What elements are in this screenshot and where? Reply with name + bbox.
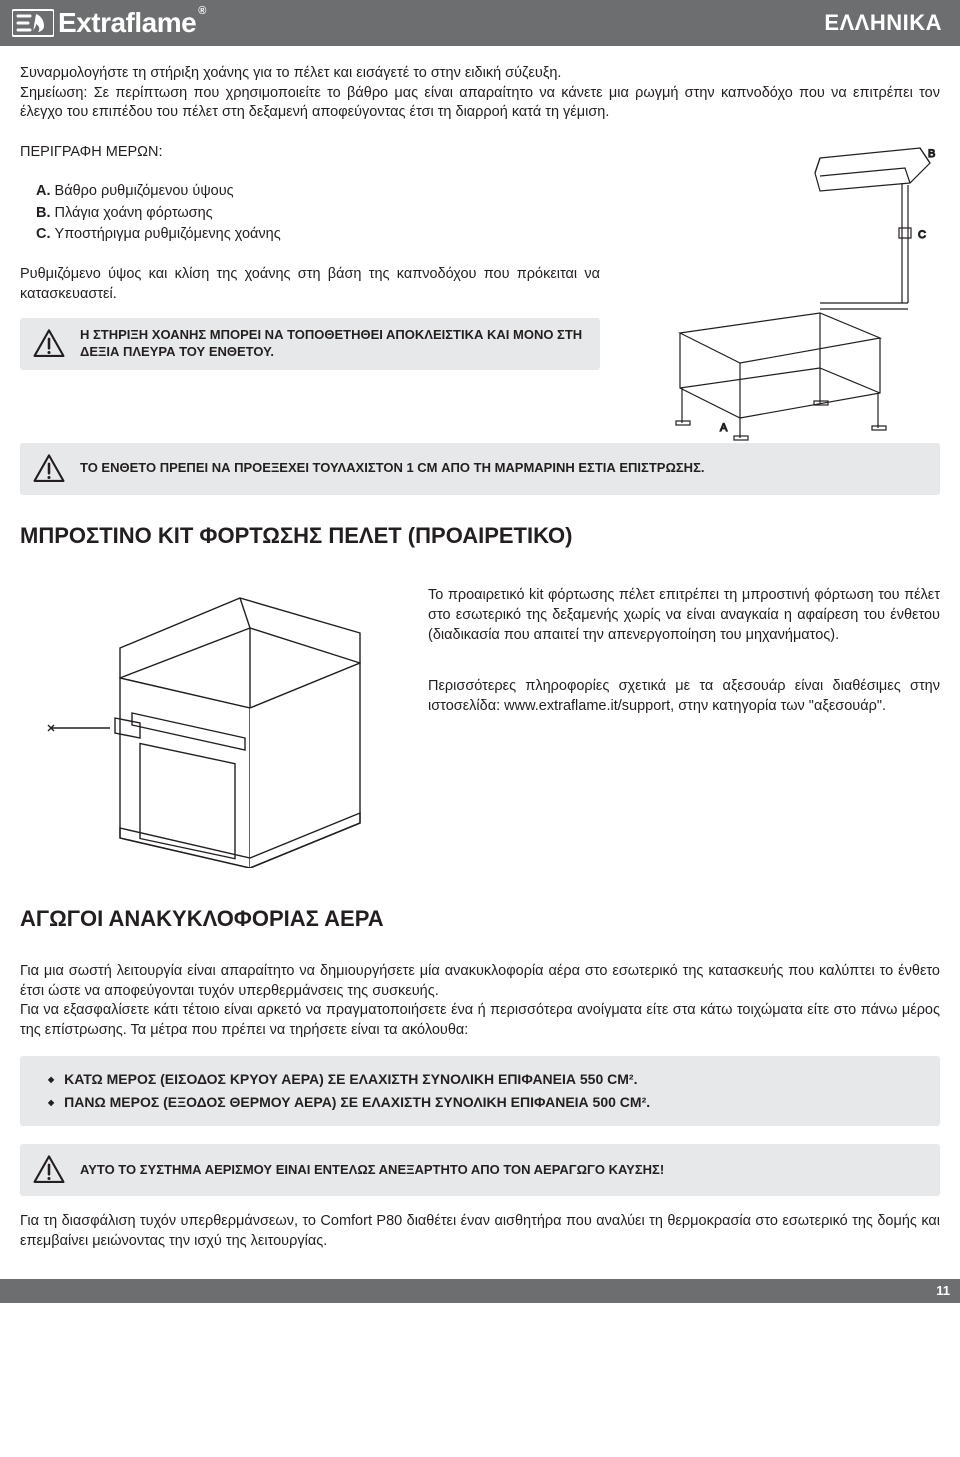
- bullet-1: ΚΑΤΩ ΜΕΡΟΣ (ΕΙΣΟΔΟΣ ΚΡΥΟΥ ΑΕΡΑ) ΣΕ ΕΛΑΧΙ…: [48, 1068, 924, 1091]
- text-c: Υποστήριγμα ρυθμιζόμενης χοάνης: [51, 226, 281, 242]
- kit-diagram: [20, 578, 400, 868]
- intro-text: Συναρμολογήστε τη στήριξη χοάνης για το …: [20, 64, 940, 123]
- warning-icon: [32, 1153, 66, 1187]
- kit-title: ΜΠΡΟΣΤΙΝΟ ΚΙΤ ΦΟΡΤΩΣΗΣ ΠΕΛΕΤ (ΠΡΟΑΙΡΕΤΙΚ…: [20, 521, 940, 551]
- brand-name: Extraflame®: [58, 4, 206, 42]
- warning-box-3: ΑΥΤΟ ΤΟ ΣΥΣΤΗΜΑ ΑΕΡΙΣΜΟΥ ΕΙΝΑΙ ΕΝΤΕΛΩΣ Α…: [20, 1144, 940, 1196]
- air-bullets: ΚΑΤΩ ΜΕΡΟΣ (ΕΙΣΟΔΟΣ ΚΡΥΟΥ ΑΕΡΑ) ΣΕ ΕΛΑΧΙ…: [20, 1056, 940, 1126]
- warning-icon: [32, 327, 66, 361]
- warning-box-1: Η ΣΤΗΡΙΞΗ ΧΟΑΝΗΣ ΜΠΟΡΕΙ ΝΑ ΤΟΠΟΘΕΤΗΘΕΙ Α…: [20, 318, 600, 370]
- bullet-2: ΠΑΝΩ ΜΕΡΟΣ (ΕΞΟΔΟΣ ΘΕΡΜΟΥ ΑΕΡΑ) ΣΕ ΕΛΑΧΙ…: [48, 1091, 924, 1114]
- text-a: Βάθρο ρυθμιζόμενου ύψους: [51, 183, 234, 199]
- svg-text:B: B: [928, 148, 935, 160]
- brand-logo: Extraflame®: [12, 4, 206, 42]
- page-number: 11: [936, 1283, 950, 1298]
- kit-section: Το προαιρετικό kit φόρτωσης πέλετ επιτρέ…: [20, 578, 940, 868]
- air-intro: Για μια σωστή λειτουργία είναι απαραίτητ…: [20, 962, 940, 1040]
- svg-text:A: A: [720, 422, 728, 434]
- warning-box-2: ΤΟ ΕΝΘΕΤΟ ΠΡΕΠΕΙ ΝΑ ΠΡΟΕΞΕΧΕΙ ΤΟΥΛΑΧΙΣΤΟ…: [20, 443, 940, 495]
- label-a: A.: [36, 183, 51, 199]
- parts-section: ΠΕΡΙΓΡΑΦΗ ΜΕΡΩΝ: A. Βάθρο ρυθμιζόμενου ύ…: [20, 143, 940, 443]
- parts-desc: Ρυθμιζόμενο ύψος και κλίση της χοάνης στ…: [20, 265, 600, 304]
- parts-title: ΠΕΡΙΓΡΑΦΗ ΜΕΡΩΝ:: [20, 143, 600, 163]
- label-c: C.: [36, 226, 51, 242]
- parts-list: A. Βάθρο ρυθμιζόμενου ύψους B. Πλάγια χο…: [20, 182, 600, 245]
- header-bar: Extraflame® ΕΛΛΗΝΙΚΑ: [0, 0, 960, 46]
- text-b: Πλάγια χοάνη φόρτωσης: [51, 205, 213, 221]
- warning-text-3: ΑΥΤΟ ΤΟ ΣΥΣΤΗΜΑ ΑΕΡΙΣΜΟΥ ΕΙΝΑΙ ΕΝΤΕΛΩΣ Α…: [80, 1162, 664, 1179]
- parts-diagram: B C A: [620, 143, 940, 443]
- final-note: Για τη διασφάλιση τυχόν υπερθερμάνσεων, …: [20, 1212, 940, 1251]
- language-label: ΕΛΛΗΝΙΚΑ: [824, 8, 942, 38]
- air-title: ΑΓΩΓΟΙ ΑΝΑΚΥΚΛΟΦΟΡΙΑΣ ΑΕΡΑ: [20, 904, 940, 934]
- logo-icon: [12, 8, 54, 38]
- svg-text:C: C: [918, 229, 926, 241]
- warning-icon: [32, 452, 66, 486]
- footer-bar: 11: [0, 1279, 960, 1303]
- kit-p1: Το προαιρετικό kit φόρτωσης πέλετ επιτρέ…: [428, 586, 940, 645]
- intro-p2: Σημείωση: Σε περίπτωση που χρησιμοποιείτ…: [20, 85, 940, 121]
- warning-text-2: ΤΟ ΕΝΘΕΤΟ ΠΡΕΠΕΙ ΝΑ ΠΡΟΕΞΕΧΕΙ ΤΟΥΛΑΧΙΣΤΟ…: [80, 460, 704, 477]
- kit-p2: Περισσότερες πληροφορίες σχετικά με τα α…: [428, 677, 940, 716]
- label-b: B.: [36, 205, 51, 221]
- warning-text-1: Η ΣΤΗΡΙΞΗ ΧΟΑΝΗΣ ΜΠΟΡΕΙ ΝΑ ΤΟΠΟΘΕΤΗΘΕΙ Α…: [80, 327, 588, 361]
- intro-p1: Συναρμολογήστε τη στήριξη χοάνης για το …: [20, 65, 561, 81]
